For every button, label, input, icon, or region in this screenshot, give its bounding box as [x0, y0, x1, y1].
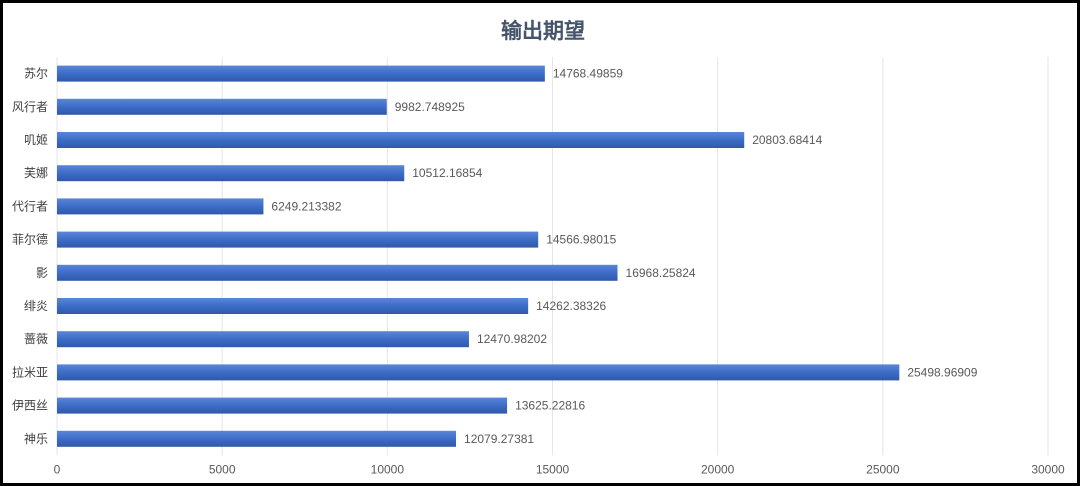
bar: [57, 397, 508, 414]
data-label: 16968.25824: [626, 266, 696, 280]
category-label: 代行者: [12, 199, 48, 213]
category-label: 伊西丝: [12, 399, 48, 413]
category-label: 苏尔: [24, 66, 48, 81]
category-label: 菲尔德: [12, 232, 48, 247]
data-label: 14566.98015: [546, 233, 616, 247]
bar: [57, 430, 457, 447]
bar: [57, 264, 618, 281]
x-tick-label: 20000: [701, 462, 735, 476]
category-label: 影: [36, 266, 48, 280]
bar: [57, 98, 387, 115]
bar: [57, 331, 469, 348]
data-label: 12470.98202: [477, 332, 547, 346]
x-tick-label: 5000: [209, 462, 236, 476]
x-tick-label: 10000: [371, 462, 405, 476]
bar: [57, 198, 264, 215]
category-label: 神乐: [24, 432, 48, 446]
category-label: 绯炎: [24, 299, 48, 313]
data-label: 20803.68414: [752, 133, 822, 147]
data-label: 12079.27381: [464, 432, 534, 446]
data-label: 14262.38326: [536, 299, 606, 313]
bar: [57, 231, 539, 248]
bar: [57, 364, 900, 381]
data-label: 25498.96909: [907, 365, 977, 379]
bar: [57, 132, 745, 148]
data-label: 14768.49859: [553, 67, 623, 81]
x-tick-label: 30000: [1031, 462, 1065, 476]
category-label: 风行者: [12, 100, 48, 114]
data-label: 9982.748925: [395, 100, 465, 114]
chart-title: 输出期望: [501, 20, 585, 43]
x-tick-label: 0: [54, 462, 61, 476]
category-label: 芙娜: [24, 166, 48, 180]
data-label: 13625.22816: [515, 399, 585, 413]
x-tick-label: 15000: [536, 462, 570, 476]
data-label: 6249.213382: [271, 199, 341, 213]
category-label: 蔷薇: [24, 332, 48, 346]
bar: [57, 165, 405, 182]
category-label: 叽姬: [24, 133, 48, 147]
x-tick-label: 25000: [866, 462, 900, 476]
bar: [57, 298, 529, 314]
category-label: 拉米亚: [12, 364, 48, 379]
bar: [57, 65, 545, 82]
data-label: 10512.16854: [412, 166, 482, 180]
